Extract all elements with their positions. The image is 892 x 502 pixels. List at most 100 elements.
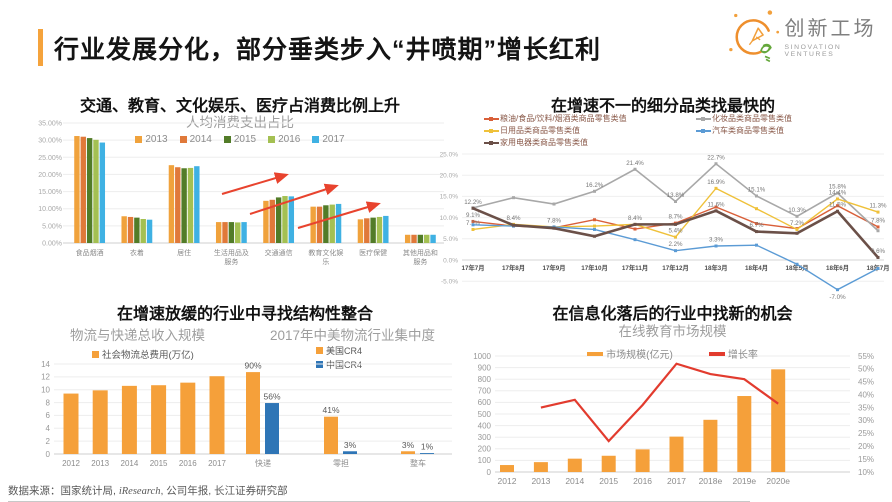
svg-text:-5.0%: -5.0% — [441, 279, 458, 286]
svg-text:15.8%: 15.8% — [829, 184, 847, 191]
legend-item: 汽车类商品零售类值 — [696, 125, 876, 136]
svg-text:600: 600 — [478, 398, 492, 407]
title-accent-bar — [38, 29, 43, 66]
svg-text:-7.0%: -7.0% — [829, 294, 846, 301]
svg-text:25.0%: 25.0% — [440, 151, 459, 158]
svg-text:40%: 40% — [858, 390, 874, 399]
svg-text:6.7%: 6.7% — [749, 222, 764, 229]
svg-text:交通通信: 交通通信 — [265, 248, 293, 257]
svg-text:10.3%: 10.3% — [788, 207, 806, 214]
svg-text:100: 100 — [478, 456, 492, 465]
svg-text:2015: 2015 — [150, 459, 168, 468]
svg-text:2014: 2014 — [565, 476, 584, 486]
svg-text:41%: 41% — [322, 405, 339, 415]
chart-title: 在信息化落后的行业中找新的机会 — [552, 306, 793, 323]
logo-name: 创新工场 — [784, 18, 877, 40]
svg-text:14: 14 — [41, 360, 50, 369]
svg-text:300: 300 — [478, 433, 492, 442]
svg-text:30%: 30% — [858, 416, 874, 425]
svg-text:服务: 服务 — [224, 257, 238, 266]
svg-text:10.0%: 10.0% — [440, 215, 459, 222]
svg-text:8.4%: 8.4% — [628, 215, 643, 222]
svg-text:11.6%: 11.6% — [707, 201, 725, 208]
data-source-note: 数据来源：国家统计局, iResearch, 公司年报, 长江证券研究部 — [8, 483, 750, 502]
svg-text:700: 700 — [478, 387, 492, 396]
svg-text:2013: 2013 — [91, 459, 109, 468]
svg-text:17年11月: 17年11月 — [622, 263, 648, 272]
svg-text:18年5月: 18年5月 — [785, 263, 808, 272]
svg-text:5.00%: 5.00% — [42, 223, 62, 230]
legend-item: 家用电器类商品零售类值 — [484, 137, 696, 148]
chart-subtitle: 在线教育市场规模 — [618, 324, 727, 339]
sub-chart-title-right: 2017年中美物流行业集中度 — [269, 328, 436, 343]
svg-text:18年4月: 18年4月 — [745, 263, 768, 272]
svg-text:2: 2 — [46, 437, 51, 446]
svg-text:4: 4 — [46, 424, 51, 433]
svg-text:2016: 2016 — [633, 476, 652, 486]
svg-text:2018e: 2018e — [699, 476, 723, 486]
legend-logistics-cost: 社会物流总费用(万亿) — [92, 347, 194, 361]
page-title: 行业发展分化，部分垂类步入“井喷期”增长红利 — [54, 36, 602, 64]
svg-text:9.1%: 9.1% — [466, 212, 481, 219]
svg-text:6: 6 — [46, 411, 51, 420]
svg-text:3%: 3% — [344, 440, 357, 450]
svg-text:45%: 45% — [858, 378, 874, 387]
svg-text:12: 12 — [41, 373, 50, 382]
svg-text:7.8%: 7.8% — [547, 217, 562, 224]
svg-text:17年7月: 17年7月 — [461, 263, 484, 272]
svg-text:教育文化娱: 教育文化娱 — [308, 248, 343, 257]
svg-text:12.2%: 12.2% — [464, 199, 482, 206]
svg-text:56%: 56% — [263, 392, 280, 402]
panel-logistics: 在增速放缓的行业中寻找结构性整合 物流与快递总收入规模 2017年中美物流行业集… — [30, 300, 460, 490]
svg-text:10.00%: 10.00% — [38, 206, 62, 213]
svg-text:16.2%: 16.2% — [586, 182, 604, 189]
consumption-bar-chart: 0.00% 5.00% 10.00% 15.00% 20.00% 25.00% 30.00%… — [38, 121, 444, 266]
svg-text:15.0%: 15.0% — [440, 194, 459, 201]
svg-text:20.00%: 20.00% — [38, 172, 62, 179]
svg-text:生活用品及: 生活用品及 — [214, 248, 249, 257]
svg-text:400: 400 — [478, 421, 492, 430]
svg-text:90%: 90% — [244, 361, 261, 371]
svg-text:服务: 服务 — [413, 257, 427, 266]
svg-text:20.0%: 20.0% — [440, 173, 459, 180]
svg-text:8: 8 — [46, 398, 51, 407]
legend-item: 日用品类商品零售类值 — [484, 125, 696, 136]
svg-text:13.8%: 13.8% — [667, 192, 685, 199]
svg-text:2012: 2012 — [498, 476, 517, 486]
svg-text:2.2%: 2.2% — [668, 241, 683, 248]
svg-text:其他用品和: 其他用品和 — [403, 248, 438, 257]
svg-text:500: 500 — [478, 410, 492, 419]
panel-retail-growth: 在增速不一的细分品类找最快的 粮油/食品/饮料/烟酒类商品零售类值 化妆品类商品零… — [436, 92, 890, 304]
svg-text:16.9%: 16.9% — [707, 179, 725, 186]
svg-text:11.3%: 11.3% — [869, 203, 887, 210]
svg-text:乐: 乐 — [322, 257, 329, 266]
source-ireseach: iResearch — [118, 486, 161, 497]
svg-text:800: 800 — [478, 375, 492, 384]
source-suffix: , 公司年报, 长江证券研究部 — [160, 485, 288, 497]
svg-text:2017: 2017 — [667, 476, 686, 486]
panel-consumption-share: 交通、教育、文化娱乐、医疗占消费比例上升 人均消费支出占比 0.00% 5.00%… — [30, 92, 450, 300]
svg-text:900: 900 — [478, 363, 492, 372]
svg-text:1000: 1000 — [473, 352, 491, 361]
svg-text:2015: 2015 — [599, 476, 618, 486]
retail-growth-line-chart: 25.0% 20.0% 15.0% 10.0% 5.0% 0.0% -5.0%17年7月 17… — [440, 151, 890, 301]
svg-text:衣着: 衣着 — [130, 248, 144, 257]
svg-text:55%: 55% — [858, 352, 874, 361]
svg-text:10%: 10% — [858, 468, 874, 477]
svg-text:3.3%: 3.3% — [709, 237, 724, 244]
legend-item: 化妆品类商品零售类值 — [696, 113, 876, 124]
svg-text:200: 200 — [478, 445, 492, 454]
svg-text:5.4%: 5.4% — [668, 228, 683, 235]
svg-text:1%: 1% — [421, 442, 434, 452]
svg-text:50%: 50% — [858, 365, 874, 374]
online-education-combo-chart: 0 100 200 300 400 500 600 700 800 900 1000 55% 50% 45… — [473, 352, 874, 486]
svg-text:30.00%: 30.00% — [38, 138, 62, 145]
legend-item: 美国CR4 — [316, 344, 362, 357]
svg-text:快递: 快递 — [255, 458, 271, 468]
svg-text:2020e: 2020e — [766, 476, 790, 486]
svg-text:0: 0 — [487, 468, 492, 477]
source-prefix: 数据来源：国家统计局, — [8, 485, 119, 497]
svg-text:17年10月: 17年10月 — [581, 263, 608, 272]
svg-text:15%: 15% — [858, 455, 874, 464]
